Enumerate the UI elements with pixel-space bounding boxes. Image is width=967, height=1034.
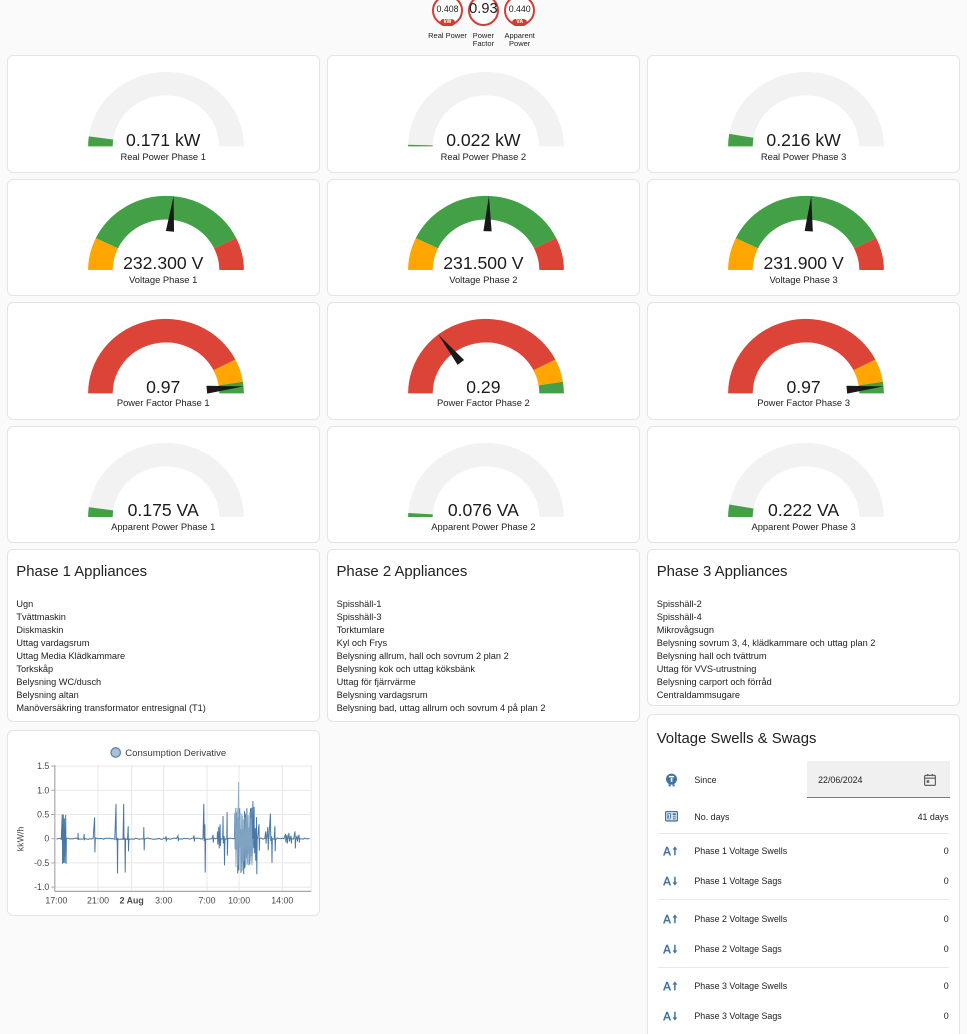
svg-text:14:00: 14:00 <box>271 896 293 906</box>
svg-text:-1.0: -1.0 <box>34 882 49 892</box>
svg-text:1.0: 1.0 <box>37 786 49 796</box>
svg-text:Consumption Derivative: Consumption Derivative <box>125 748 226 759</box>
svg-text:1: 1 <box>667 814 671 821</box>
svg-text:3:00: 3:00 <box>155 896 172 906</box>
svg-text:0.5: 0.5 <box>37 810 49 820</box>
svg-text:1.5: 1.5 <box>37 761 49 771</box>
svg-text:10:00: 10:00 <box>228 896 250 906</box>
svg-text:0: 0 <box>44 834 49 844</box>
svg-text:2 Aug: 2 Aug <box>119 896 143 906</box>
svg-text:-0.5: -0.5 <box>34 858 49 868</box>
svg-text:7:00: 7:00 <box>198 896 215 906</box>
svg-text:17:00: 17:00 <box>45 896 67 906</box>
svg-text:21:00: 21:00 <box>86 896 108 906</box>
svg-text:kkW/h: kkW/h <box>15 827 25 852</box>
